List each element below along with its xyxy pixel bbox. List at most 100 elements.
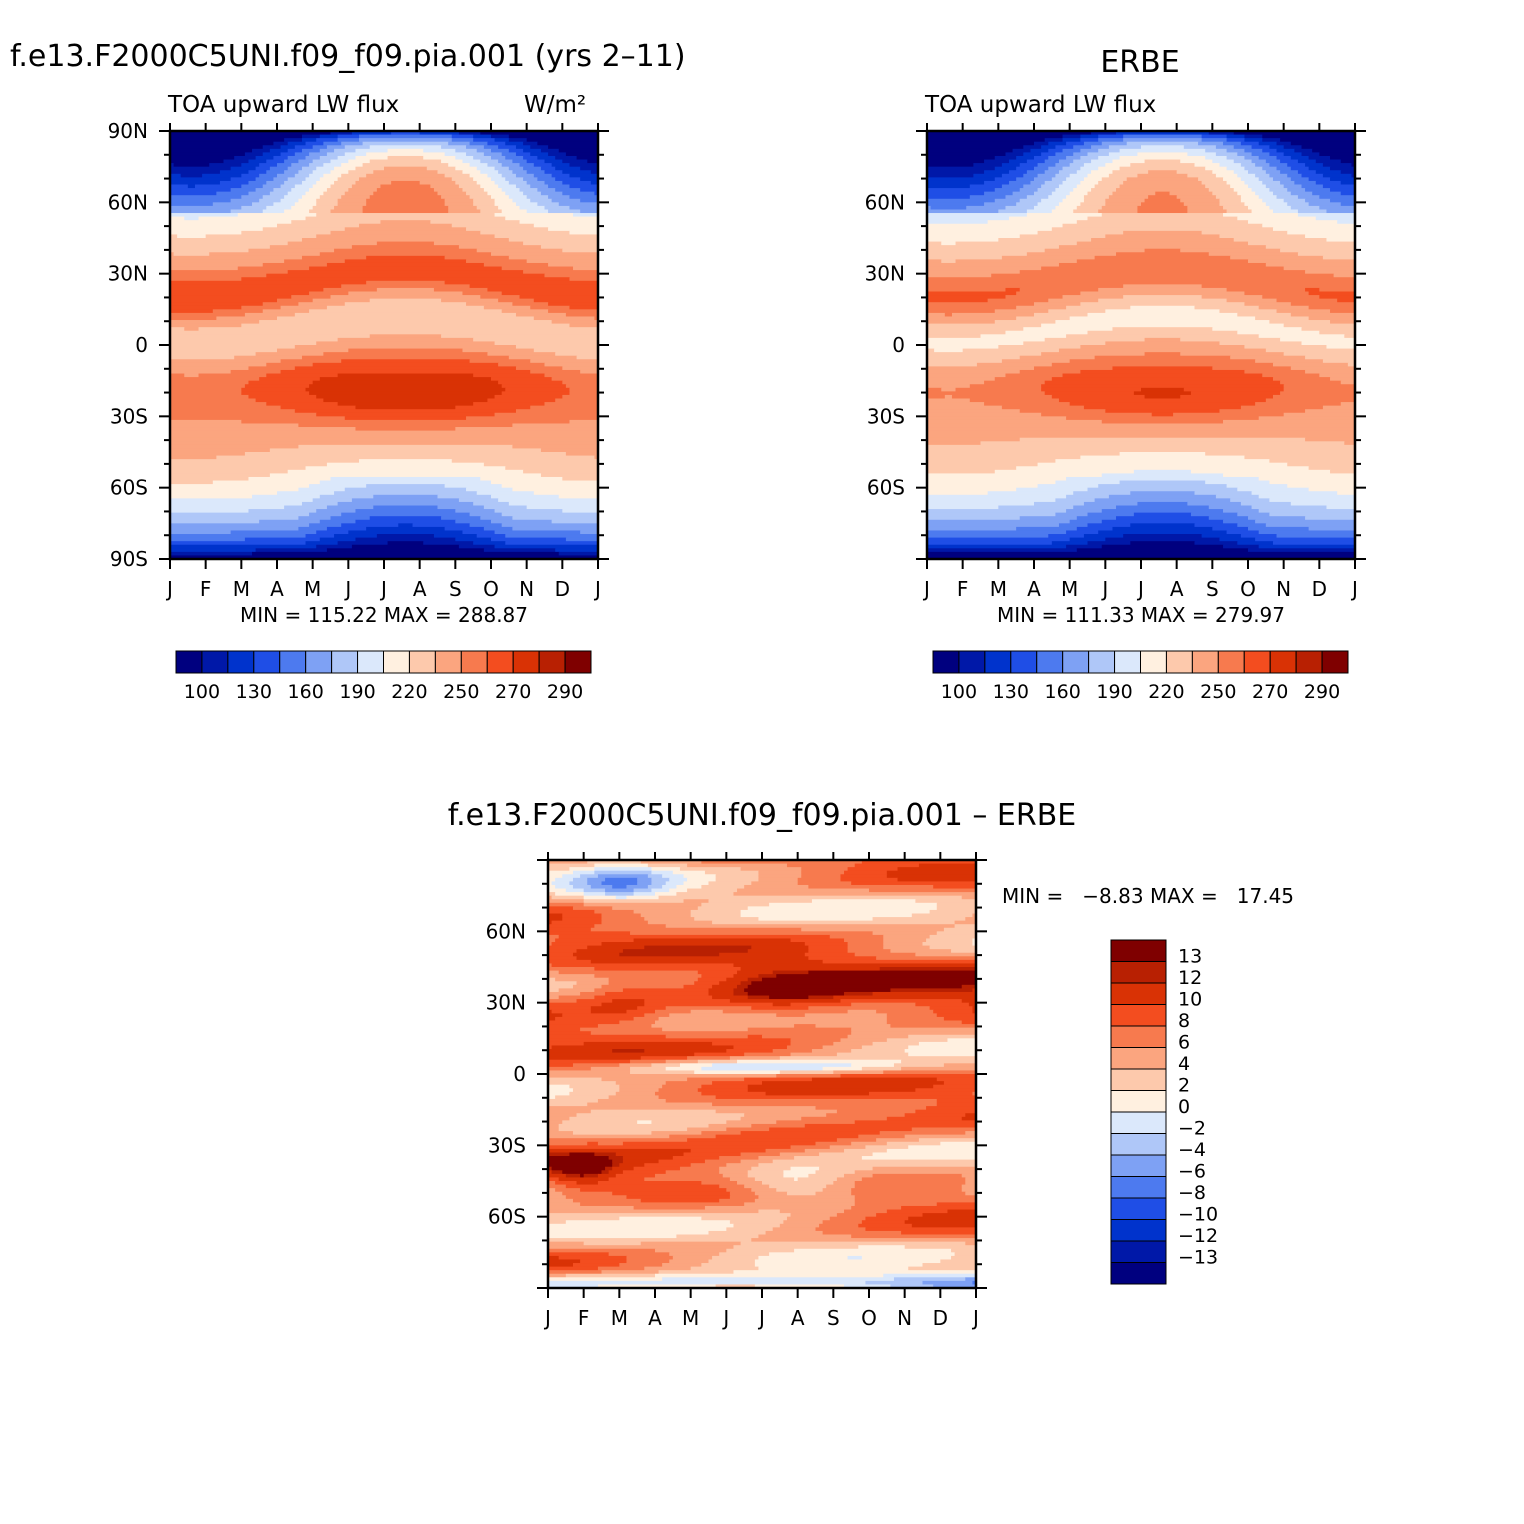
panel-erbe-cell bbox=[927, 501, 1035, 507]
panel-diff-cell bbox=[833, 1070, 884, 1075]
panel-model-cell bbox=[334, 491, 478, 496]
panel-model-cell bbox=[337, 155, 357, 161]
panel-erbe-cell bbox=[1322, 173, 1353, 178]
colorbar-label: 160 bbox=[1045, 681, 1081, 703]
x-tick-label: D bbox=[1312, 577, 1327, 601]
panel-erbe-cell bbox=[1194, 491, 1253, 496]
panel-erbe-cell bbox=[1219, 198, 1242, 203]
panel-diff-cell bbox=[726, 1188, 752, 1193]
panel-diff-cell bbox=[597, 1266, 645, 1271]
panel-model-cell bbox=[170, 213, 239, 218]
panel-diff-cell bbox=[580, 874, 599, 879]
panel-model-cell bbox=[234, 355, 303, 360]
panel-model-cell bbox=[458, 245, 542, 250]
panel-model-cell bbox=[337, 501, 474, 507]
panel-model-cell bbox=[170, 188, 232, 193]
panel-diff-cell bbox=[562, 917, 603, 922]
panel-diff-cell bbox=[794, 1156, 863, 1161]
panel-diff-cell bbox=[548, 895, 553, 900]
panel-erbe-cell bbox=[1297, 159, 1317, 164]
panel-diff-cell bbox=[601, 984, 685, 989]
panel-erbe-cell bbox=[1308, 316, 1356, 321]
panel-erbe-cell bbox=[1290, 501, 1356, 507]
colorbar-box bbox=[1110, 939, 1167, 962]
panel-erbe-cell bbox=[927, 509, 1067, 514]
panel-model-cell bbox=[259, 163, 278, 168]
panel-model-cell bbox=[437, 191, 467, 196]
panel-erbe-cell bbox=[1322, 184, 1356, 189]
panel-model-cell bbox=[351, 544, 460, 549]
panel-model-cell bbox=[491, 537, 567, 542]
panel-diff-cell bbox=[704, 1205, 852, 1211]
panel-model-cell bbox=[351, 245, 460, 250]
panel-diff-cell bbox=[622, 1141, 817, 1146]
panel-model-cell bbox=[501, 188, 521, 193]
panel-erbe-cell bbox=[1287, 202, 1310, 207]
panel-model-cell bbox=[558, 551, 599, 557]
panel-diff-cell bbox=[954, 924, 977, 929]
panel-diff-cell bbox=[548, 884, 556, 890]
panel-erbe-cell bbox=[980, 334, 1067, 339]
panel-model-cell bbox=[312, 298, 371, 303]
panel-diff-cell bbox=[729, 999, 842, 1004]
panel-diff-cell bbox=[658, 1159, 706, 1164]
panel-erbe-cell bbox=[1037, 484, 1099, 489]
panel-diff-cell bbox=[797, 881, 852, 886]
panel-erbe-cell bbox=[1340, 191, 1356, 196]
panel-diff-cell bbox=[615, 895, 628, 900]
panel-erbe-cell bbox=[1062, 198, 1085, 203]
panel-diff-cell bbox=[754, 1191, 788, 1196]
panel-erbe-cell bbox=[1308, 526, 1356, 532]
panel-erbe-cell bbox=[927, 359, 1003, 364]
panel-erbe-cell bbox=[1269, 188, 1288, 193]
panel-diff-cell bbox=[665, 1034, 749, 1039]
panel-diff-cell bbox=[854, 863, 920, 868]
panel-diff-cell bbox=[572, 877, 588, 882]
panel-diff-cell bbox=[640, 913, 692, 918]
panel-diff-cell bbox=[754, 1177, 795, 1182]
panel-model-cell bbox=[170, 148, 253, 153]
panel-diff-cell bbox=[572, 952, 620, 957]
panel-erbe-cell bbox=[1290, 205, 1320, 211]
panel-erbe-cell bbox=[927, 148, 1014, 153]
panel-erbe-cell bbox=[1123, 230, 1203, 236]
panel-model-cell bbox=[344, 227, 467, 232]
panel-model-cell bbox=[476, 205, 499, 211]
panel-diff-cell bbox=[708, 1123, 752, 1129]
panel-diff-cell bbox=[644, 1163, 692, 1168]
panel-model-cell bbox=[441, 298, 499, 303]
panel-model-cell bbox=[319, 177, 339, 182]
panel-model-cell bbox=[362, 205, 449, 211]
panel-erbe-cell bbox=[1176, 170, 1213, 175]
panel-diff-cell bbox=[719, 981, 742, 986]
panel-erbe-cell bbox=[1305, 287, 1320, 293]
panel-diff-cell bbox=[865, 1280, 924, 1286]
panel-erbe-cell bbox=[1347, 362, 1356, 367]
panel-model-cell bbox=[255, 155, 275, 161]
panel-diff-cell bbox=[548, 1245, 735, 1250]
panel-erbe-cell bbox=[1248, 170, 1267, 175]
x-tick-label: F bbox=[200, 577, 212, 601]
panel-diff-cell bbox=[715, 874, 760, 879]
panel-erbe-cell bbox=[927, 337, 1046, 343]
panel-model-cell bbox=[458, 131, 481, 136]
panel-model-cell bbox=[590, 170, 599, 175]
panel-diff-cell bbox=[758, 874, 802, 879]
panel-erbe-cell bbox=[1219, 309, 1278, 314]
panel-erbe-cell bbox=[927, 380, 985, 385]
colorbar-box bbox=[201, 650, 229, 674]
colorbar-box bbox=[1110, 1004, 1167, 1027]
panel-model-cell bbox=[373, 505, 439, 510]
panel-diff-cell bbox=[908, 1034, 977, 1039]
panel-diff-cell bbox=[779, 1056, 977, 1061]
panel-model-cell bbox=[244, 452, 567, 457]
panel-erbe-cell bbox=[1326, 209, 1356, 214]
panel-erbe-cell bbox=[1051, 377, 1274, 382]
panel-diff-cell bbox=[765, 1091, 870, 1096]
panel-diff-cell bbox=[612, 906, 699, 911]
panel-diff-cell bbox=[662, 874, 685, 879]
x-tick-label: J bbox=[922, 577, 930, 601]
panel-diff-cell bbox=[633, 892, 656, 897]
panel-erbe-cell bbox=[1205, 184, 1231, 189]
panel-erbe-cell bbox=[927, 437, 1021, 442]
